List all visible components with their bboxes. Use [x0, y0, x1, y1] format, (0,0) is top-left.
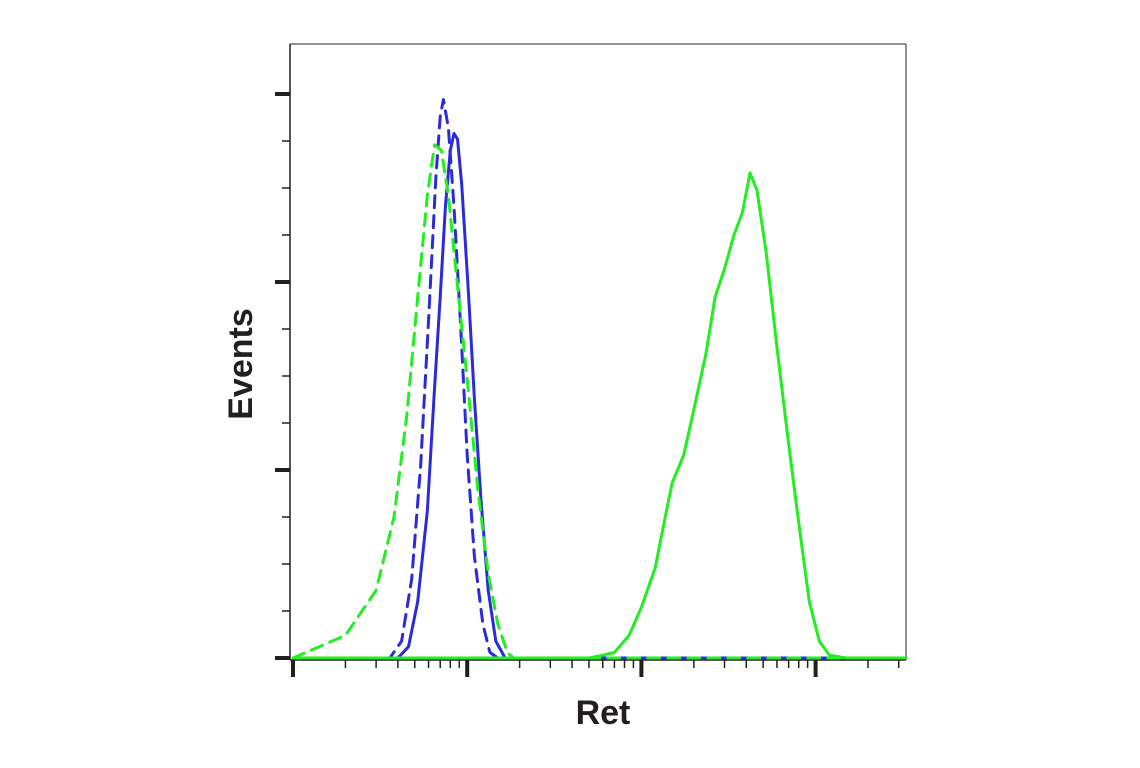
y-axis-title: Events — [222, 308, 260, 420]
plot-frame — [290, 43, 907, 660]
series-line-1 — [343, 132, 908, 660]
y-axis — [275, 44, 291, 660]
series-line-3 — [291, 143, 908, 660]
series-line-4 — [291, 171, 908, 660]
y-axis-ticks — [275, 92, 290, 660]
x-axis — [290, 659, 906, 677]
x-axis-title: Ret — [576, 694, 631, 732]
series-line-2 — [343, 98, 908, 660]
series-layer — [291, 98, 908, 660]
x-axis-ticks — [291, 660, 900, 677]
